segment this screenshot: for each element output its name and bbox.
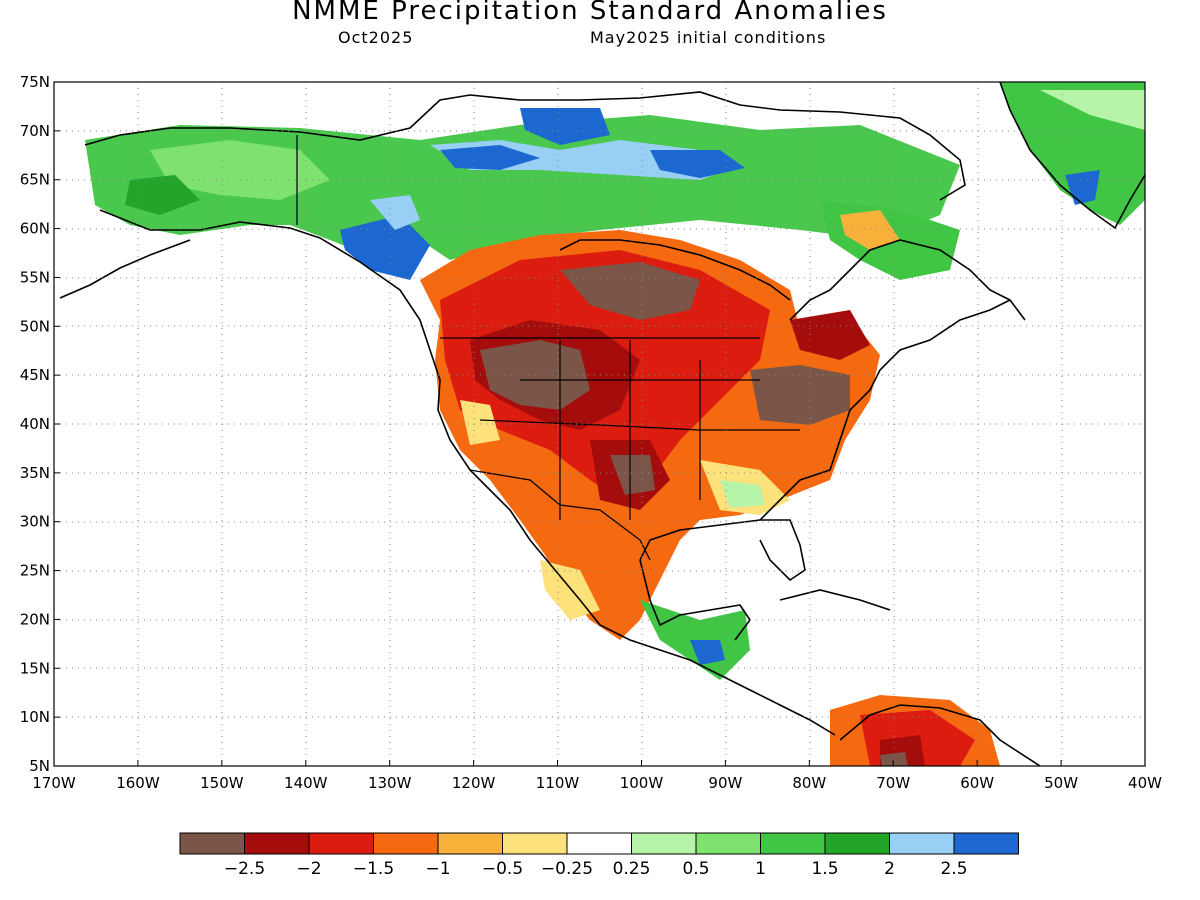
initial-conditions: May2025 initial conditions: [590, 28, 827, 47]
lat-label: 5N: [29, 757, 50, 775]
lat-label: 40N: [20, 415, 50, 433]
lat-label: 35N: [20, 464, 50, 482]
colorbar-swatch: [953, 832, 1019, 855]
lon-label: 160W: [116, 774, 160, 792]
latitude-axis: 5N 10N 15N 20N 25N 30N 35N 40N 45N 50N 55N 60N 65N 70…: [20, 73, 60, 775]
lat-label: 70N: [20, 122, 50, 140]
lon-label: 110W: [536, 774, 580, 792]
colorbar-swatch: [308, 832, 374, 855]
colorbar-swatch: [889, 832, 955, 855]
lat-label: 60N: [20, 220, 50, 238]
gridlines: [54, 82, 1145, 766]
lat-label: 15N: [20, 659, 50, 677]
map-title: NMME Precipitation Standard Anomalies: [292, 0, 888, 26]
anomaly-shading: [85, 82, 1145, 766]
lat-label: 65N: [20, 171, 50, 189]
lon-label: 60W: [960, 774, 994, 792]
lat-label: 10N: [20, 708, 50, 726]
colorbar-label: 0.5: [682, 859, 709, 879]
lat-label: 75N: [20, 73, 50, 91]
colorbar-label: −1.5: [353, 859, 394, 879]
lon-label: 120W: [452, 774, 496, 792]
lon-label: 150W: [200, 774, 244, 792]
lon-label: 50W: [1044, 774, 1078, 792]
colorbar-label: 2.5: [940, 859, 967, 879]
lat-label: 45N: [20, 366, 50, 384]
coastlines: [59, 82, 1145, 766]
lon-label: 90W: [708, 774, 742, 792]
colorbar-swatch: [760, 832, 826, 855]
colorbar-swatch: [373, 832, 439, 855]
lat-label: 25N: [20, 562, 50, 580]
lat-label: 55N: [20, 268, 50, 286]
colorbar-label: 1: [755, 859, 766, 879]
lon-label: 80W: [792, 774, 826, 792]
colorbar-swatch: [437, 832, 503, 855]
colorbar-label: 1.5: [811, 859, 838, 879]
lon-label: 70W: [876, 774, 910, 792]
lon-label: 170W: [32, 774, 76, 792]
colorbar-swatch: [695, 832, 761, 855]
borders: [296, 135, 800, 561]
colorbar-label: −1: [425, 859, 450, 879]
colorbar-label: −2: [296, 859, 321, 879]
colorbar-label: −0.5: [482, 859, 523, 879]
colorbar-swatch: [631, 832, 697, 855]
colorbar-swatch: [179, 832, 245, 855]
longitude-axis: 170W 160W 150W 140W 130W 120W 110W 100W 90W 80W 70…: [32, 760, 1162, 792]
colorbar-label: 2: [884, 859, 895, 879]
colorbar-swatch: [566, 832, 632, 855]
colorbar: −2.5 −2 −1.5 −1 −0.5 −0.25 0.25 0.5 1 1.5 2 2.5: [179, 832, 1019, 879]
colorbar-swatch: [244, 832, 310, 855]
lon-label: 140W: [284, 774, 328, 792]
colorbar-swatch: [502, 832, 568, 855]
colorbar-label: −2.5: [224, 859, 265, 879]
target-month: Oct2025: [338, 28, 414, 47]
lon-label: 130W: [368, 774, 412, 792]
colorbar-label: 0.25: [613, 859, 651, 879]
lat-label: 20N: [20, 610, 50, 628]
lon-label: 40W: [1128, 774, 1162, 792]
lon-label: 100W: [620, 774, 664, 792]
colorbar-label: −0.25: [541, 859, 593, 879]
colorbar-swatch: [824, 832, 890, 855]
lat-label: 50N: [20, 317, 50, 335]
lat-label: 30N: [20, 513, 50, 531]
